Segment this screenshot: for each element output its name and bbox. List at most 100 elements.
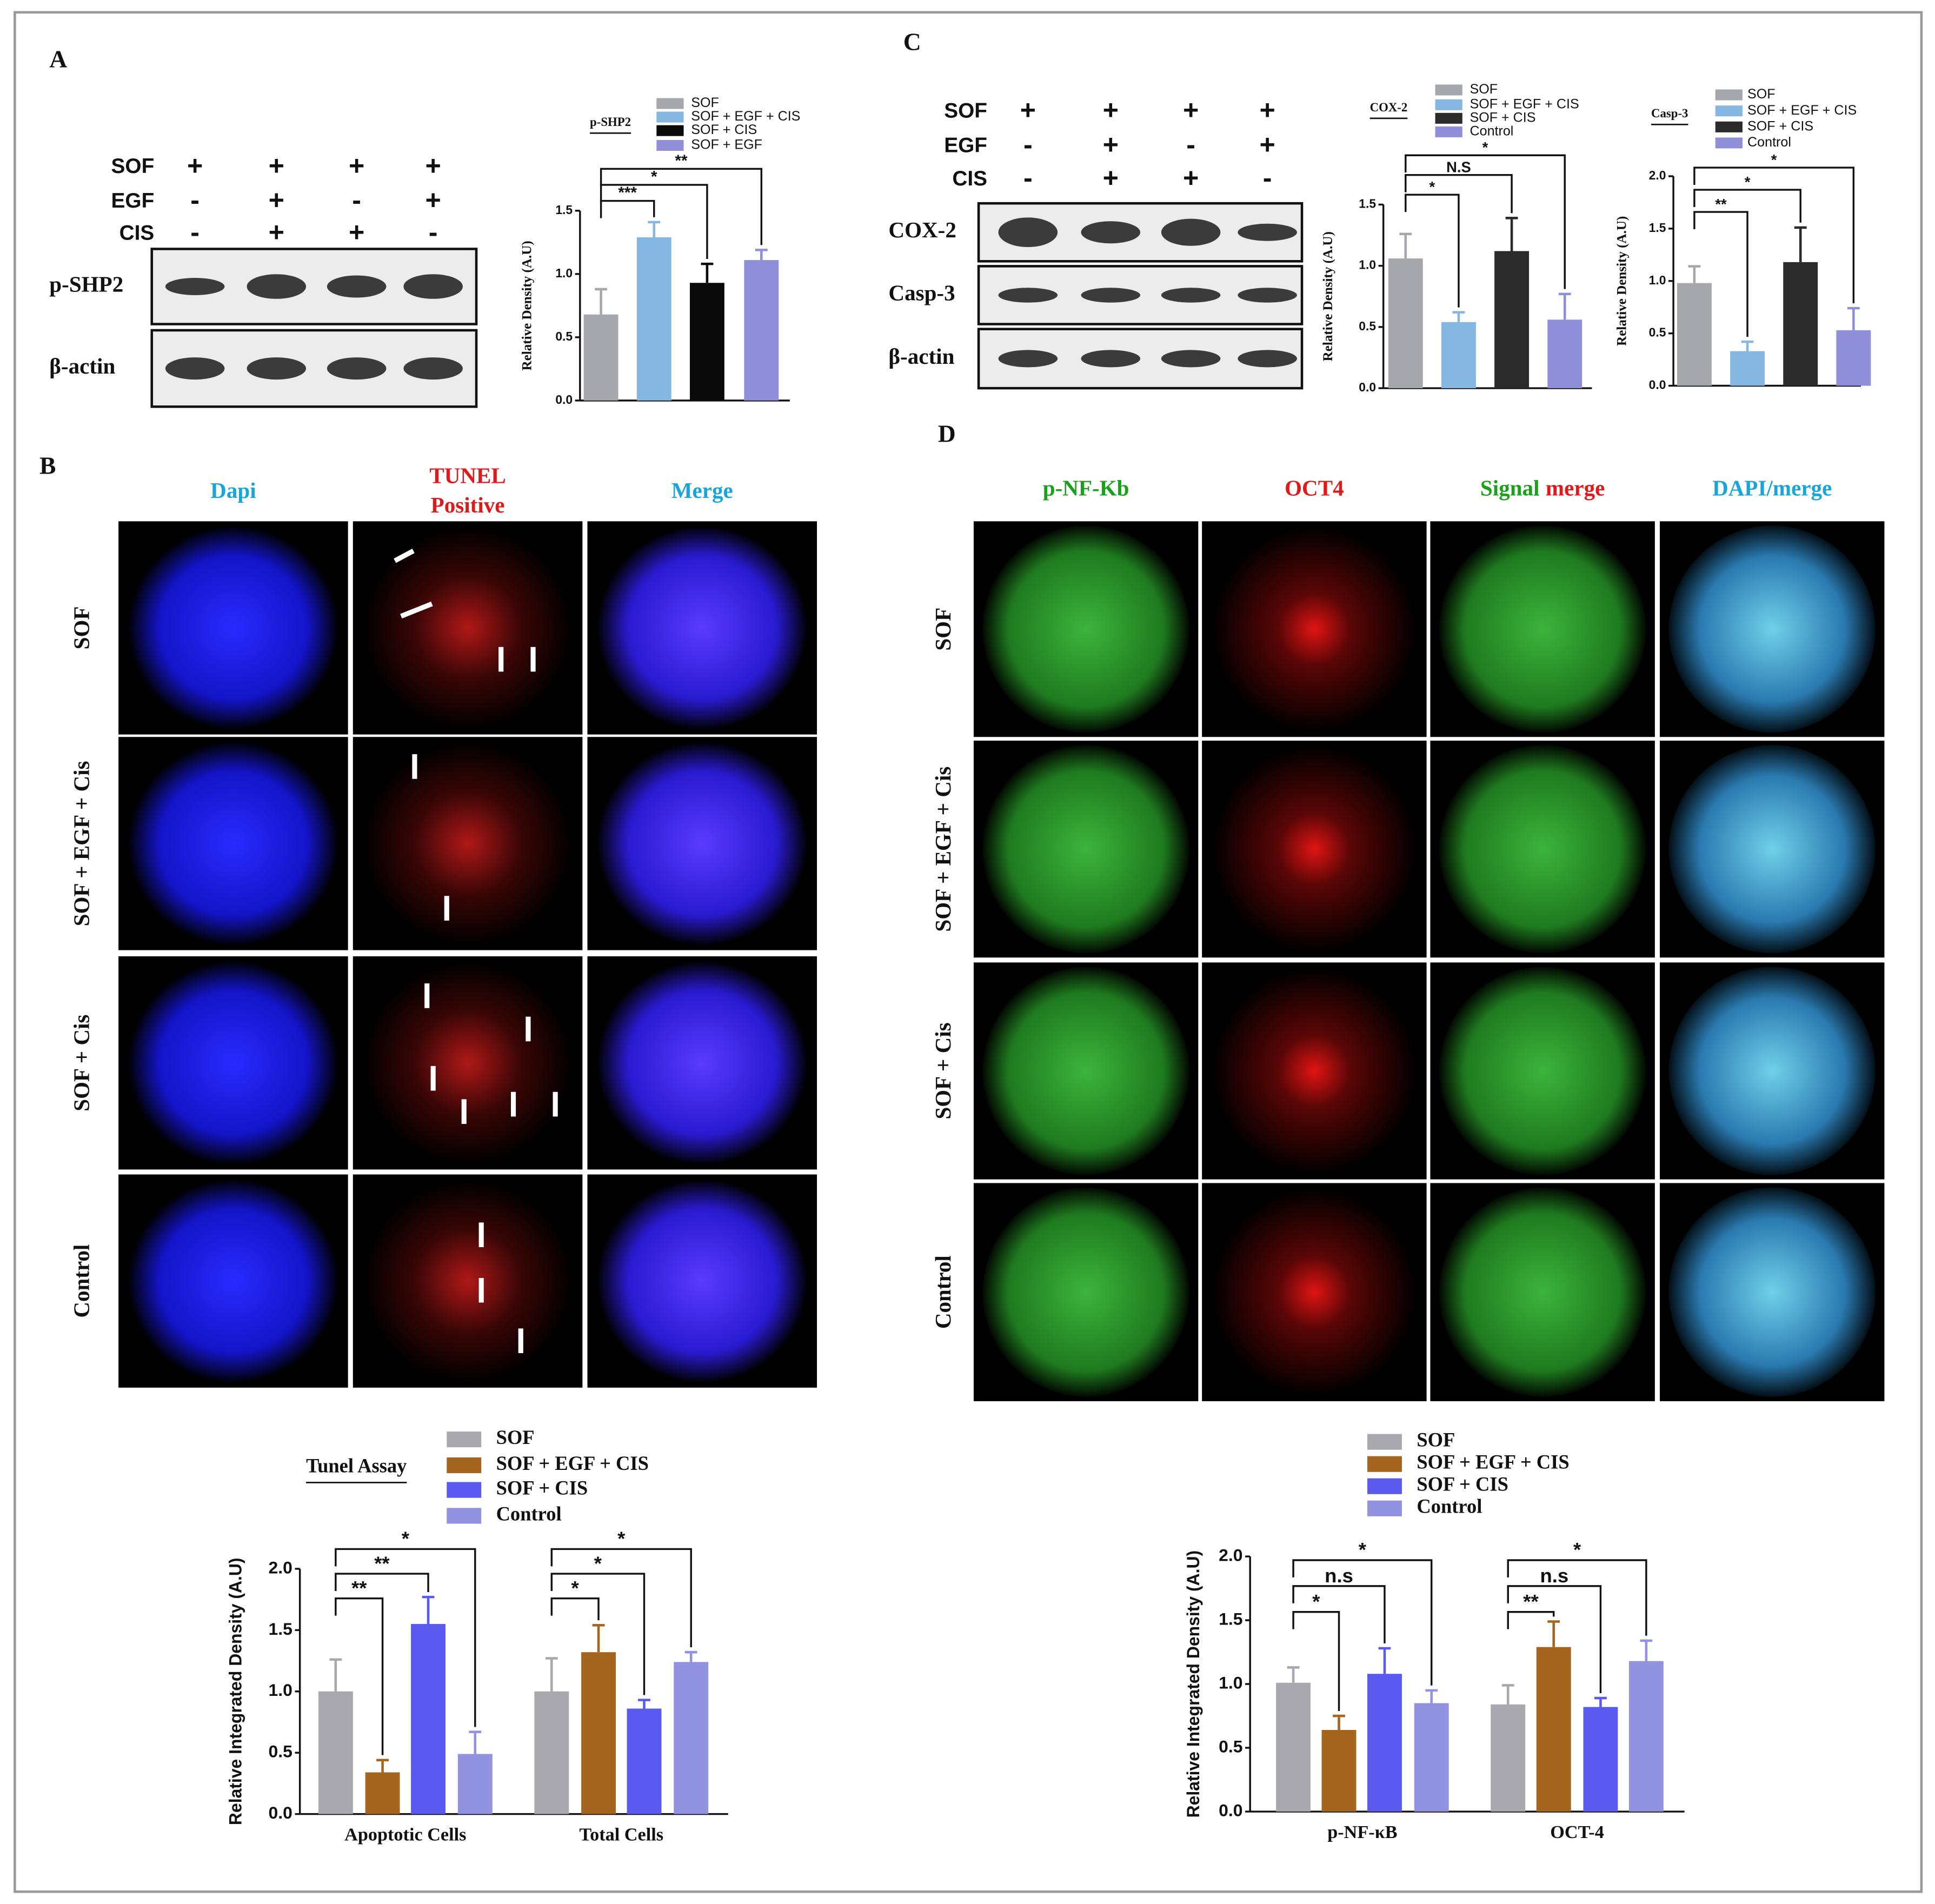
band-label: β-actin: [888, 344, 954, 369]
blot-band: [1238, 223, 1297, 241]
y-tick-label: 0.0: [1359, 380, 1376, 394]
row-label: Control: [930, 1255, 955, 1329]
significance-bracket: [1292, 1559, 1433, 1686]
column-header-part: Merge: [671, 478, 733, 503]
row-label: Control: [69, 1244, 94, 1318]
micrograph-cell: [1439, 525, 1646, 733]
panel-letter: C: [903, 28, 921, 56]
column-header: DAPI/merge: [1712, 476, 1832, 501]
significance-bracket: [335, 1597, 384, 1755]
y-tick-label: 1.5: [269, 1619, 292, 1639]
treatment-sign: -: [1186, 130, 1195, 160]
legend-swatch: [447, 1431, 482, 1448]
legend-swatch: [656, 98, 684, 109]
legend-swatch: [447, 1457, 482, 1474]
significance-bracket: [550, 1548, 692, 1648]
treatment-sign: -: [1023, 163, 1033, 193]
column-header-part: Positive: [431, 493, 505, 518]
bar: [1547, 319, 1582, 389]
significance-bracket: [335, 1573, 429, 1592]
micrograph-cell: [596, 1179, 808, 1383]
significance-label: **: [351, 1577, 367, 1599]
micrograph-cell: [596, 525, 808, 730]
blot-band: [1081, 350, 1141, 368]
bar: [1536, 1647, 1571, 1812]
column-header-part: TUNEL: [429, 463, 506, 488]
significance-label: **: [1523, 1590, 1539, 1613]
significance-label: **: [1715, 196, 1727, 212]
blot-band: [1081, 288, 1141, 303]
significance-bracket: [1507, 1559, 1647, 1636]
treatment-sign: +: [269, 185, 284, 215]
bar: [1628, 1661, 1664, 1812]
row-label: SOF + EGF + Cis: [930, 767, 955, 932]
bar: [581, 1652, 616, 1814]
legend-title: COX-2: [1370, 101, 1408, 114]
band-label: COX-2: [888, 217, 956, 242]
treatment-sign: +: [1103, 130, 1119, 160]
significance-bracket: [1507, 1611, 1555, 1629]
legend-title: Casp-3: [1651, 106, 1688, 120]
significance-bracket: [1405, 154, 1566, 289]
column-header-part: p-NF-Kb: [1043, 476, 1129, 501]
micrograph-cell: [1211, 745, 1418, 954]
significance-label: *: [1359, 1539, 1367, 1561]
panel-letter: D: [938, 420, 956, 447]
legend-swatch: [656, 125, 684, 136]
row-label: SOF + Cis: [69, 1015, 94, 1111]
micrograph-cell: [1439, 745, 1646, 954]
bar: [1730, 351, 1765, 386]
y-axis-label: Relative Integrated Density (A.U): [226, 1557, 245, 1825]
legend-title: Tunel Assay: [306, 1454, 407, 1476]
y-tick-label: 0.0: [269, 1803, 292, 1822]
legend-swatch: [1435, 84, 1462, 96]
treatment-label: EGF: [111, 189, 155, 212]
legend-label: Control: [1417, 1495, 1482, 1517]
legend-label: SOF + CIS: [1469, 110, 1535, 125]
legend-label: Control: [496, 1502, 562, 1524]
legend-label: SOF: [1417, 1429, 1455, 1451]
legend-swatch: [1367, 1478, 1402, 1494]
legend-label: SOF + EGF + CIS: [1469, 96, 1579, 111]
legend-label: Control: [1747, 135, 1791, 150]
legend-swatch: [1435, 126, 1462, 137]
legend-label: SOF: [691, 95, 719, 110]
legend-swatch: [656, 111, 684, 123]
legend-label: SOF + CIS: [691, 122, 757, 137]
blot-band: [1081, 221, 1141, 244]
blot-band: [998, 350, 1058, 368]
blot-band: [247, 357, 307, 380]
micrograph-cell: [1439, 967, 1646, 1175]
legend-title: p-SHP2: [590, 115, 631, 129]
bar: [1677, 283, 1712, 386]
band-label: β-actin: [49, 354, 115, 378]
micrograph-cell: [1439, 1187, 1646, 1397]
micrograph-cell: [128, 1179, 339, 1383]
bar: [534, 1691, 569, 1814]
x-tick-label: Apoptotic Cells: [344, 1825, 466, 1845]
micrograph-cell: [1668, 967, 1876, 1175]
treatment-sign: +: [1183, 163, 1199, 193]
micrograph-cell: [1211, 967, 1418, 1175]
micrograph-cell: [128, 741, 339, 946]
significance-label: *: [1482, 139, 1488, 156]
treatment-sign: +: [425, 150, 441, 181]
column-header-part: Dapi: [210, 478, 256, 503]
x-tick-label: Total Cells: [579, 1825, 663, 1845]
treatment-sign: +: [1183, 95, 1199, 125]
micrograph-cell: [362, 741, 574, 946]
blot-band: [247, 274, 307, 299]
x-tick-label: p-NF-κB: [1327, 1822, 1397, 1842]
row-label: SOF: [69, 607, 94, 650]
column-header: p-NF-Kb: [1043, 476, 1129, 501]
band-label: p-SHP2: [49, 271, 123, 296]
legend-swatch: [1715, 137, 1743, 149]
y-tick-label: 1.0: [555, 266, 573, 280]
significance-label: **: [675, 152, 688, 170]
bar: [318, 1691, 353, 1814]
blot-band: [403, 357, 463, 380]
legend-swatch: [1715, 89, 1743, 101]
significance-label: *: [617, 1528, 626, 1550]
significance-bracket: [1693, 167, 1855, 304]
